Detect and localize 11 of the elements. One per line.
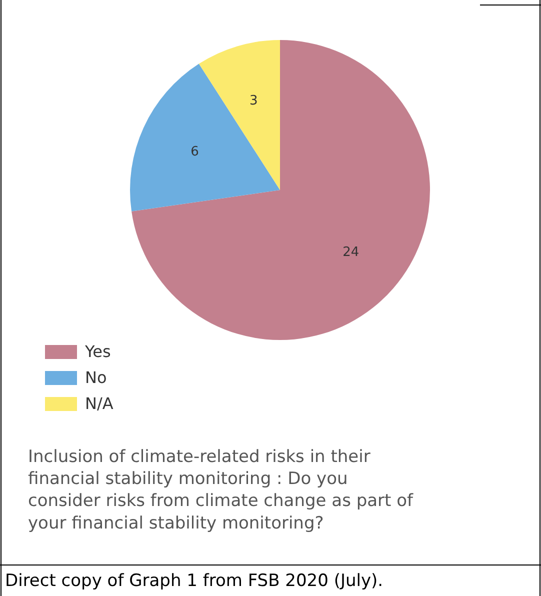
pie-slice — [198, 40, 280, 190]
data-label: 6 — [190, 144, 199, 160]
text: Direct copy of Graph 1 from FSB 2020 (July). — [5, 571, 384, 591]
legend-label: No — [85, 368, 107, 387]
pie-slice — [132, 40, 430, 340]
legend-label: Yes — [84, 342, 111, 361]
legend-label: N/A — [85, 394, 114, 413]
data-label: 24 — [342, 244, 360, 260]
pie-slice — [130, 64, 280, 212]
data-label: 3 — [249, 94, 258, 109]
text: Inclusion of climate-related risks in their financial stability monitoring : Do you consider risks from climate change as part of your financial stability monitoring? — [28, 447, 414, 534]
